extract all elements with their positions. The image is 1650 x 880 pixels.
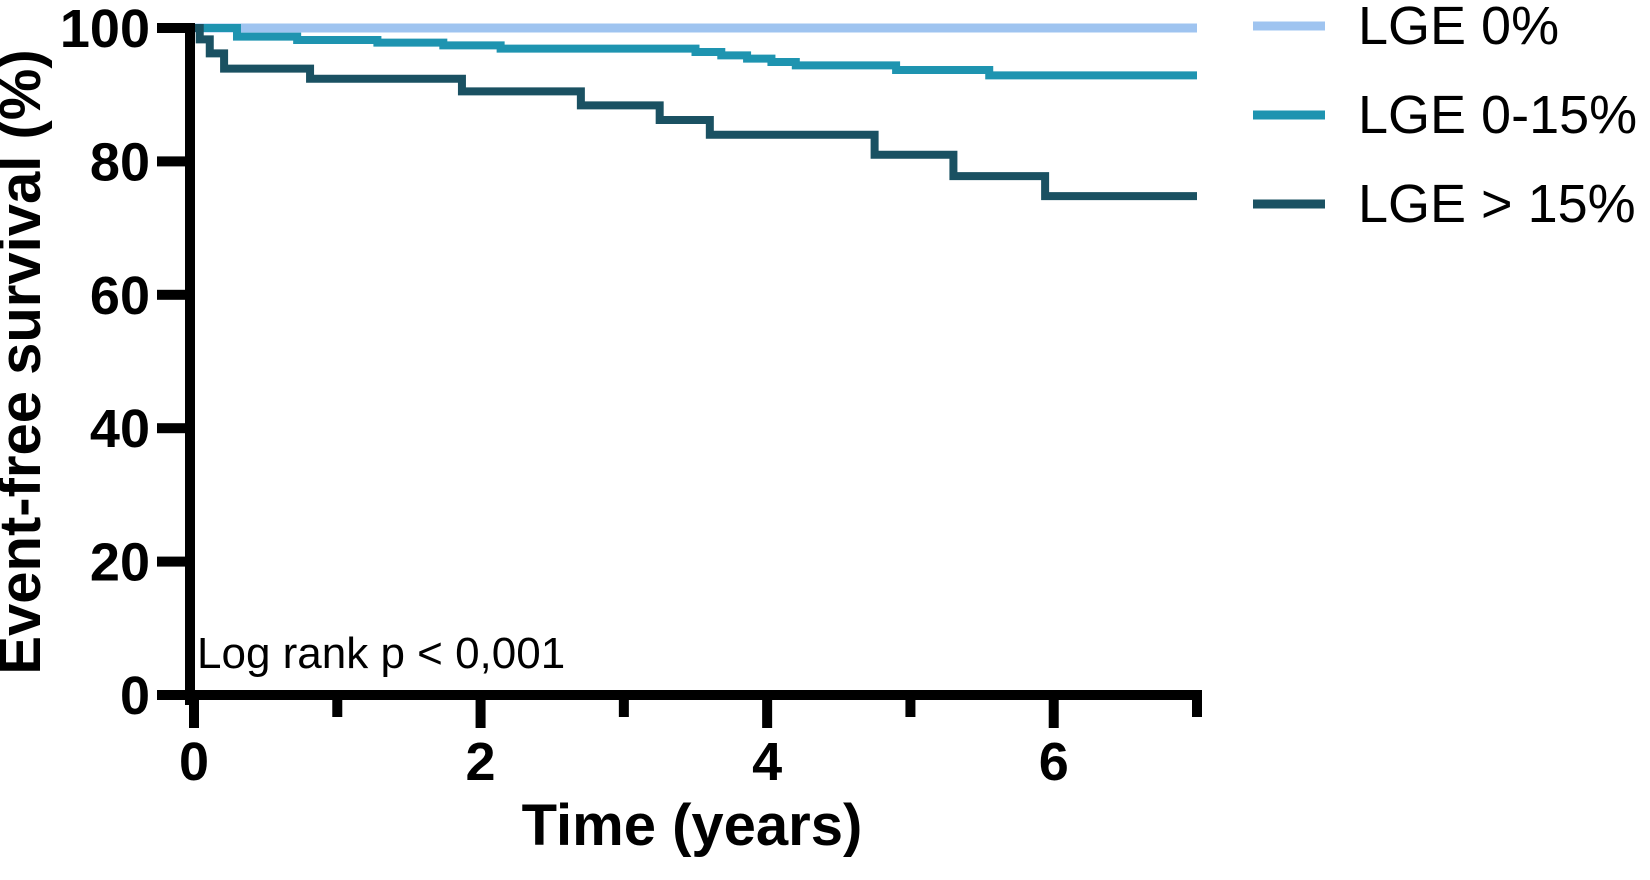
y-tick-label: 100 — [60, 0, 150, 59]
legend-item: LGE 0-15% — [1253, 85, 1637, 145]
x-major-tick — [762, 700, 773, 728]
legend-label: LGE 0% — [1358, 0, 1559, 56]
x-tick-label: 6 — [1039, 732, 1069, 792]
x-tick-label: 0 — [179, 732, 209, 792]
y-axis-label: Event-free survival (%) — [0, 49, 53, 674]
y-axis-line — [185, 23, 195, 705]
y-tick-label: 40 — [90, 399, 150, 459]
y-tick — [157, 289, 185, 300]
y-tick — [157, 23, 185, 33]
x-tick-label: 2 — [466, 732, 496, 792]
x-minor-tick — [332, 700, 343, 717]
legend: LGE 0% LGE 0-15% LGE > 15% — [1253, 0, 1637, 234]
y-tick — [157, 156, 185, 167]
y-tick — [157, 556, 185, 567]
legend-item: LGE > 15% — [1253, 174, 1636, 234]
x-axis-ticks: 0 2 4 6 — [179, 700, 1202, 792]
y-tick-label: 60 — [90, 266, 150, 326]
x-axis-label: Time (years) — [522, 793, 863, 858]
survival-curve-3 — [194, 24, 1197, 201]
x-major-tick — [189, 700, 199, 728]
legend-label: LGE 0-15% — [1358, 85, 1637, 145]
y-tick — [157, 690, 185, 700]
axes — [185, 23, 1202, 705]
y-axis-ticks: 100 80 60 40 20 0 — [60, 0, 185, 726]
x-tick-label: 4 — [752, 732, 782, 792]
survival-curve-2 — [194, 24, 1197, 80]
x-major-tick — [1048, 700, 1059, 728]
x-axis-line — [185, 690, 1202, 700]
x-major-tick — [475, 700, 486, 728]
x-minor-tick — [905, 700, 916, 717]
legend-item: LGE 0% — [1253, 0, 1559, 56]
x-minor-tick — [1192, 700, 1202, 717]
y-tick-label: 80 — [90, 132, 150, 192]
y-tick-label: 0 — [120, 666, 150, 726]
logrank-annotation: Log rank p < 0,001 — [197, 629, 565, 678]
legend-label: LGE > 15% — [1358, 174, 1636, 234]
y-tick — [157, 423, 185, 434]
survival-curves — [194, 23, 1197, 201]
y-tick-label: 20 — [90, 533, 150, 593]
x-minor-tick — [618, 700, 629, 717]
